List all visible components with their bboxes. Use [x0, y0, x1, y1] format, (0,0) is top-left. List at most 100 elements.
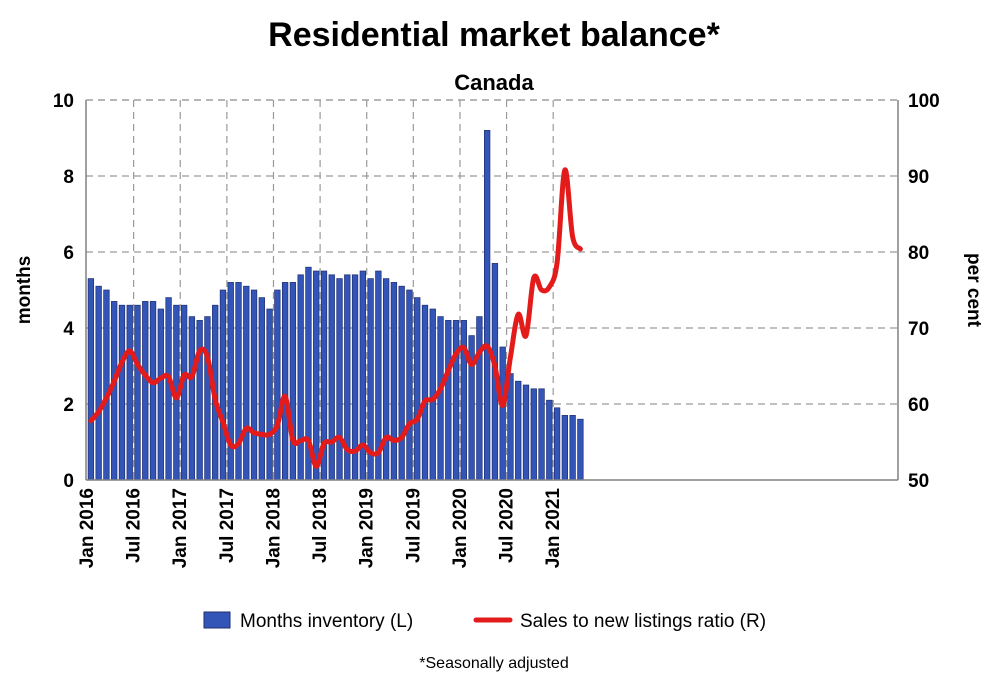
line-point-2020-07	[509, 355, 512, 359]
line-point-2017-06	[221, 421, 225, 424]
footnote: *Seasonally adjusted	[419, 655, 568, 672]
bar-2019-11	[445, 320, 452, 481]
bar-2020-08	[515, 380, 522, 481]
bar-2017-10	[250, 289, 258, 481]
bar-2017-08	[235, 282, 242, 481]
line-point-2020-02	[470, 363, 473, 366]
bar-2018-06	[313, 270, 320, 481]
x-tick-label: Jan 2021	[543, 488, 564, 569]
y-left-tick-label: 2	[63, 395, 74, 416]
line-sales-to-new-listings-ratio	[88, 167, 583, 469]
bar-2020-03	[476, 316, 483, 481]
bar-2016-10	[157, 308, 164, 481]
y-axis-right-label: per cent	[963, 253, 984, 328]
line-point-2018-04	[299, 439, 302, 442]
line-point-2019-06	[408, 422, 411, 425]
x-tick-label: Jul 2020	[497, 488, 518, 563]
line-point-2016-12	[175, 396, 178, 400]
line-point-2018-03	[291, 439, 295, 442]
bar-2020-09	[522, 384, 530, 481]
line-point-2020-08	[517, 313, 520, 316]
line-point-2016-09	[151, 381, 155, 384]
line-point-2018-10	[346, 448, 349, 451]
line-point-2016-04	[112, 380, 116, 383]
line-point-2018-07	[322, 442, 326, 445]
line-point-2017-05	[214, 398, 217, 401]
legend-label-line: Sales to new listings ratio (R)	[520, 611, 766, 632]
line-point-2019-09	[431, 398, 434, 401]
line-point-2020-03	[478, 351, 481, 354]
bar-2017-11	[258, 297, 265, 481]
y-left-tick-label: 6	[63, 243, 74, 264]
bar-2019-12	[452, 320, 460, 481]
y-axis-left-label: months	[14, 256, 35, 325]
line-point-2017-07	[229, 443, 232, 447]
bar-2019-04	[390, 282, 398, 481]
line-point-2020-01	[462, 346, 466, 349]
line-point-2016-06	[128, 349, 131, 352]
bar-2021-04	[577, 418, 584, 481]
bar-2017-02	[188, 316, 196, 481]
line-point-2017-02	[190, 375, 194, 378]
x-tick-label: Jan 2017	[170, 488, 191, 568]
line-point-2019-03	[384, 436, 388, 439]
line-point-2018-02	[283, 395, 287, 398]
bar-2020-10	[530, 388, 537, 481]
line-point-2016-01	[89, 419, 93, 422]
line-point-2020-04	[485, 345, 489, 348]
x-tick-label: Jan 2018	[263, 488, 284, 568]
bar-2016-06	[126, 304, 133, 481]
y-left-tick-label: 10	[53, 91, 74, 112]
line-point-2019-07	[416, 418, 419, 421]
line-point-2020-12	[548, 285, 551, 289]
line-point-2019-08	[423, 399, 427, 403]
line-point-2021-02	[563, 168, 567, 172]
bar-2017-04	[204, 316, 211, 481]
line-point-2020-11	[540, 288, 543, 292]
bar-2016-05	[118, 304, 126, 481]
line-point-2019-05	[400, 436, 403, 439]
bar-2019-06	[406, 289, 413, 481]
bar-2020-06	[499, 346, 506, 481]
y-right-tick-label: 50	[908, 471, 929, 492]
bar-2019-07	[414, 297, 421, 481]
bar-2016-01	[87, 278, 95, 481]
line-point-2018-09	[338, 436, 341, 439]
y-right-tick-label: 90	[908, 167, 929, 188]
bar-2018-01	[274, 289, 281, 481]
line-point-2020-10	[532, 276, 535, 280]
chart-subtitle: Canada	[454, 70, 534, 95]
line-point-2020-09	[524, 334, 528, 337]
chart-title: Residential market balance*	[268, 16, 720, 54]
bar-series-months-inventory	[87, 130, 584, 481]
bar-2020-04	[484, 130, 491, 481]
bar-2018-09	[336, 278, 343, 481]
line-point-2020-06	[501, 404, 504, 407]
line-point-2019-12	[454, 352, 458, 356]
bar-2016-02	[95, 285, 102, 481]
bar-2019-10	[437, 316, 444, 481]
bar-2019-03	[382, 278, 390, 481]
bar-2018-03	[289, 282, 297, 481]
bar-2018-04	[297, 274, 304, 481]
line-point-2016-02	[97, 410, 100, 413]
x-tick-label: Jan 2016	[77, 488, 98, 568]
line-point-2019-04	[392, 439, 396, 442]
x-tick-label: Jul 2019	[403, 488, 424, 563]
y-right-tick-label: 80	[908, 243, 929, 264]
line-point-2017-12	[268, 433, 271, 436]
legend-label-bars: Months inventory (L)	[240, 611, 413, 632]
line-point-2017-11	[260, 433, 264, 436]
line-point-2016-05	[120, 361, 124, 364]
y-left-tick-label: 8	[63, 167, 74, 188]
y-right-tick-label: 70	[908, 319, 929, 340]
x-tick-label: Jul 2017	[217, 488, 238, 563]
line-point-2018-08	[330, 440, 333, 444]
line-point-2017-10	[252, 431, 256, 435]
line-series-sales-to-new-listings	[88, 167, 583, 469]
x-tick-label: Jan 2020	[450, 488, 471, 568]
plot-frame	[85, 99, 899, 481]
line-point-2018-12	[361, 443, 365, 447]
bar-2017-01	[180, 304, 188, 481]
line-point-2020-05	[493, 364, 497, 368]
